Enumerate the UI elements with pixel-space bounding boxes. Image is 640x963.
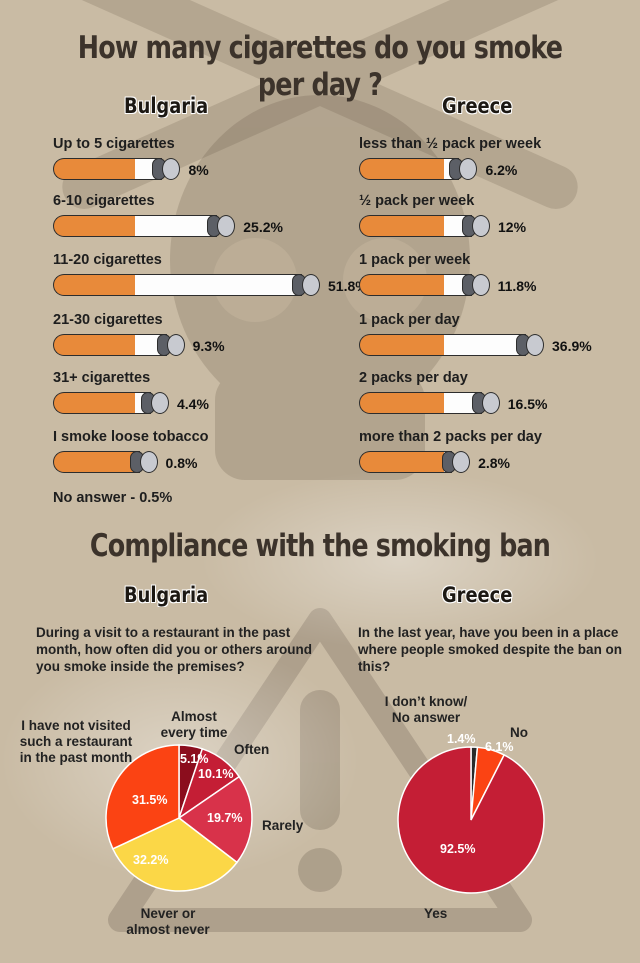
cigarette-filter bbox=[53, 274, 135, 296]
greece-bar-label: 2 packs per day bbox=[359, 370, 468, 386]
bulgaria-pie-category: Rarely bbox=[262, 818, 304, 833]
cigarette-ash-tip bbox=[526, 334, 544, 356]
cigarette-filter bbox=[359, 334, 444, 356]
crossbones-icon bbox=[62, 0, 578, 209]
greece-pie-category: Yes bbox=[424, 906, 448, 921]
cigarette-filter bbox=[53, 392, 135, 414]
cigarette-filter bbox=[53, 215, 135, 237]
cigarette-ash-tip bbox=[217, 215, 236, 237]
bulgaria-bar-value: 0.8% bbox=[165, 455, 198, 471]
bulgaria-bar-label: 31+ cigarettes bbox=[53, 370, 151, 386]
cigarette-paper bbox=[135, 274, 302, 296]
greece-bar-label: ½ pack per week bbox=[359, 193, 475, 209]
greece-pie-category: No bbox=[510, 725, 528, 740]
bulgaria-pie-value: 31.5% bbox=[132, 793, 168, 807]
bulgaria-pie-slice bbox=[177, 775, 253, 864]
greece-pie-slice bbox=[397, 746, 545, 894]
bulgaria-pie-slice bbox=[111, 817, 239, 892]
greece-pie-value: 6.1% bbox=[485, 740, 514, 754]
greece-bar-label: more than 2 packs per day bbox=[359, 429, 542, 445]
bulgaria-bar-value: 51.8% bbox=[328, 278, 368, 294]
cigarette-ash-tip bbox=[166, 334, 185, 356]
cigarette-ash-tip bbox=[481, 392, 500, 414]
greece-bar-label: 1 pack per week bbox=[359, 252, 471, 268]
smoking-title-text: How many cigarettes do you smoke per day… bbox=[77, 30, 563, 104]
greece-bar-value: 2.8% bbox=[478, 455, 510, 471]
cigarette-ash-tip bbox=[452, 451, 471, 473]
bulgaria-pie-value: 10.1% bbox=[198, 767, 234, 781]
cigarette-paper bbox=[135, 215, 218, 237]
cigarette-filter bbox=[53, 158, 135, 180]
country-label-greece-top: Greece bbox=[442, 94, 513, 118]
cigarette-filter bbox=[53, 334, 135, 356]
bulgaria-bar-label: I smoke loose tobacco bbox=[53, 429, 209, 445]
cigarette-filter bbox=[359, 215, 444, 237]
smoking-title: How many cigarettes do you smoke per day… bbox=[58, 30, 583, 104]
bulgaria-pie-value: 19.7% bbox=[207, 811, 243, 825]
cigarette-ash-tip bbox=[459, 158, 478, 180]
cigarette-ash-tip bbox=[472, 215, 491, 237]
greece-bar-value: 36.9% bbox=[552, 338, 592, 354]
country-label-bulgaria-bottom: Bulgaria bbox=[124, 583, 209, 607]
bulgaria-pie-category: Often bbox=[234, 742, 270, 757]
bulgaria-bar-value: 8% bbox=[188, 162, 209, 178]
greece-pie-value: 92.5% bbox=[440, 842, 476, 856]
greece-bar-value: 11.8% bbox=[497, 278, 537, 294]
cigarette-filter bbox=[359, 274, 444, 296]
greece-bar-label: less than ½ pack per week bbox=[359, 136, 542, 152]
bulgaria-bar-label: 21-30 cigarettes bbox=[53, 312, 163, 328]
bulgaria-bar-label: 6-10 cigarettes bbox=[53, 193, 155, 209]
bulgaria-pie-category: Never or almost never bbox=[126, 906, 210, 937]
bulgaria-pie-slice bbox=[105, 744, 180, 850]
bulgaria-no-answer-note: No answer - 0.5% bbox=[53, 490, 173, 506]
greece-bar-value: 12% bbox=[498, 219, 527, 235]
bulgaria-pie-category: I have not visited such a restaurant in … bbox=[19, 718, 133, 765]
bulgaria-bar-label: Up to 5 cigarettes bbox=[53, 136, 175, 152]
greece-pie-value: 1.4% bbox=[447, 732, 476, 746]
greece-bar-label: 1 pack per day bbox=[359, 312, 460, 328]
cigarette-filter bbox=[359, 451, 444, 473]
bulgaria-pie-value: 5.1% bbox=[180, 752, 209, 766]
cigarette-filter bbox=[53, 451, 135, 473]
bulgaria-bar-label: 11-20 cigarettes bbox=[53, 252, 162, 268]
compliance-title: Compliance with the smoking ban bbox=[89, 528, 551, 564]
cigarette-paper bbox=[444, 334, 526, 356]
bulgaria-question: During a visit to a restaurant in the pa… bbox=[36, 625, 312, 674]
bulgaria-pie-value: 32.2% bbox=[133, 853, 169, 867]
greece-question: In the last year, have you been in a pla… bbox=[358, 625, 623, 674]
greece-bar-value: 16.5% bbox=[507, 396, 548, 412]
cigarette-ash-tip bbox=[139, 451, 158, 473]
bulgaria-bar-value: 25.2% bbox=[243, 219, 283, 235]
bulgaria-bar-value: 9.3% bbox=[192, 338, 225, 354]
bulgaria-bar-value: 4.4% bbox=[177, 396, 209, 412]
cigarette-ash-tip bbox=[162, 158, 181, 180]
country-label-bulgaria-top: Bulgaria bbox=[124, 94, 209, 118]
cigarette-ash-tip bbox=[471, 274, 490, 296]
bulgaria-pie-category: Almost every time bbox=[160, 709, 228, 740]
cigarette-ash-tip bbox=[302, 274, 320, 296]
greece-pie-category: I don’t know/ No answer bbox=[384, 694, 468, 725]
greece-bar-value: 6.2% bbox=[485, 162, 518, 178]
country-label-greece-bottom: Greece bbox=[442, 583, 513, 607]
cigarette-filter bbox=[359, 158, 444, 180]
cigarette-filter bbox=[359, 392, 444, 414]
cigarette-ash-tip bbox=[151, 392, 169, 414]
